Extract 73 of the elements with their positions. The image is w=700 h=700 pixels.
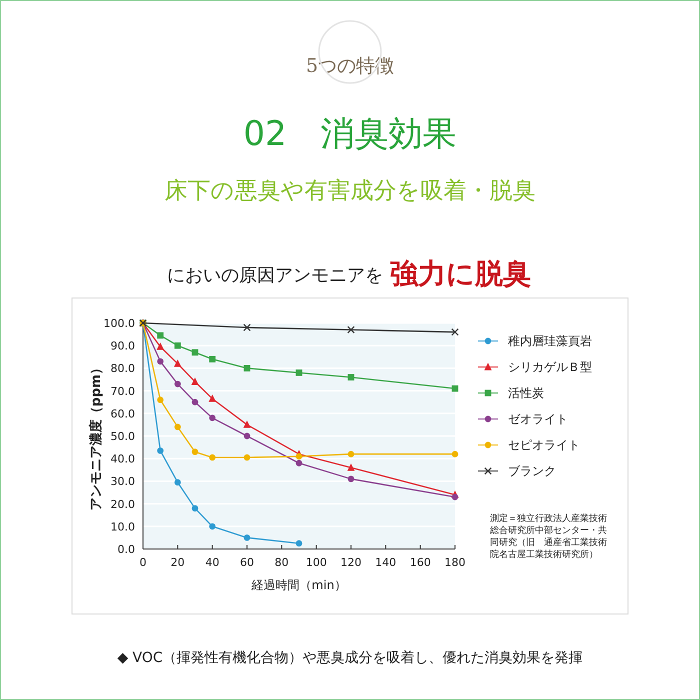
chart-title: 02 消臭効果 [243,114,457,154]
point [348,476,354,482]
point [157,358,164,365]
x-tick-label: 180 [444,556,466,569]
legend-label: 稚内層珪藻頁岩 [508,334,592,348]
point [243,324,251,332]
point [296,460,302,466]
y-tick-label: 90.0 [110,340,135,353]
point [157,447,164,454]
point [192,398,198,406]
point [192,349,198,356]
legend-label: ブランク [508,464,556,478]
legend-label: セピオライト [508,438,580,452]
point [347,326,355,334]
y-tick-label: 100.0 [104,317,135,330]
point [348,450,354,458]
point [156,342,164,350]
point [296,540,302,547]
text: においの原因アンモニアを [167,265,383,286]
point [209,454,216,461]
y-tick-label: 70.0 [110,384,135,398]
point [192,448,198,456]
point [348,374,354,380]
y-tick-label: 80.0 [110,362,135,376]
chart-subtitle: 床下の悪臭や有害成分を吸着・脱臭 [164,178,536,204]
y-axis-title: アンモニア濃度（ppm） [88,361,104,511]
point [174,479,181,486]
legend-label: 活性炭 [508,386,544,400]
y-tick-label: 30.0 [110,475,135,488]
y-tick-label: 40.0 [110,452,135,466]
point [191,378,199,385]
point [243,420,251,428]
point [157,396,164,404]
x-tick-label: 0 [140,556,146,569]
x-axis-title: 経過時間（min） [250,578,346,592]
x-tick-label: 140 [375,556,396,569]
point [452,494,458,500]
point [244,432,250,440]
text: 強力に脱臭 [390,257,531,290]
point [157,332,164,339]
x-tick-label: 20 [170,556,185,569]
point [209,414,216,422]
point [174,359,182,367]
point [192,505,198,512]
point [244,365,250,372]
point [209,523,216,530]
x-tick-label: 60 [240,556,254,569]
point [347,463,355,471]
point [244,454,250,461]
point [174,342,181,349]
x-tick-label: 40 [205,556,220,569]
point [452,450,458,458]
text: ◆ VOC（揮発性有機化合物）や悪臭成分を吸着し、優れた消臭効果を発揮 [117,650,583,666]
point [209,356,216,362]
point [174,380,181,388]
y-tick-label: 60.0 [110,407,135,420]
legend-label: シリカゲルＢ型 [508,360,592,374]
y-tick-label: 10.0 [110,520,135,534]
point [174,424,181,430]
x-tick-label: 160 [410,556,431,569]
point [208,394,216,402]
point [296,453,302,460]
point [451,328,459,336]
x-tick-label: 80 [274,556,289,569]
legend-label: ゼオライト [508,412,568,426]
y-tick-label: 20.0 [110,498,135,511]
text: 測定＝独立行政法人産業技術総合研究所中部センター・共同研究（旧 通産省工業技術院名古屋工業技術研究所） [489,513,607,560]
y-tick-label: 0.0 [118,543,135,556]
x-tick-label: 120 [340,556,362,569]
point [244,534,250,541]
y-tick-label: 50.0 [110,430,135,443]
point [296,370,302,376]
x-tick-label: 100 [306,556,327,569]
